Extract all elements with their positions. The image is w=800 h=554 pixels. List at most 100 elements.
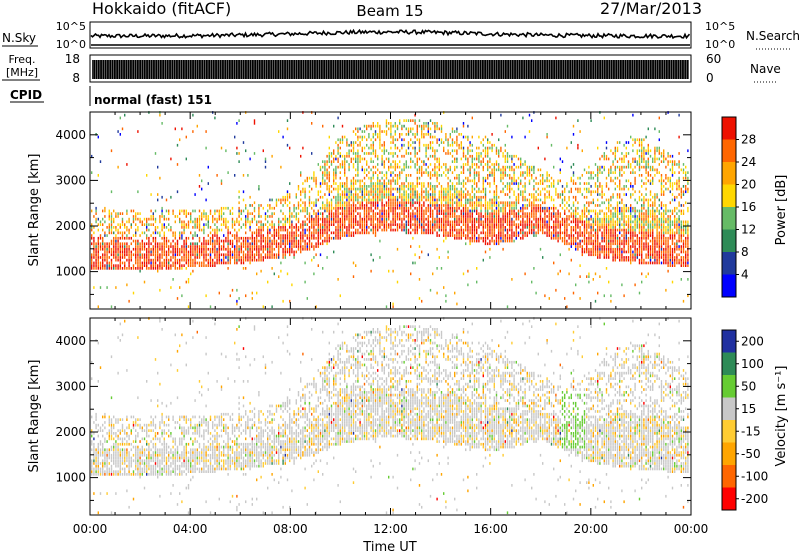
power-cell (260, 242, 262, 246)
power-cell (572, 182, 575, 185)
power-cell (330, 201, 333, 205)
power-cell (227, 258, 229, 262)
power-cell (344, 201, 346, 205)
power-cell (141, 267, 143, 270)
power-cell (170, 286, 172, 289)
power-cell (410, 226, 412, 229)
power-cell (258, 212, 260, 215)
power-cell (115, 267, 117, 270)
power-cell (392, 269, 394, 273)
power-cell (313, 174, 315, 177)
power-cell (421, 250, 423, 254)
power-cell (339, 231, 341, 235)
power-cell (577, 190, 579, 194)
power-cell (434, 226, 436, 229)
power-cell (267, 253, 269, 257)
power-cell (253, 258, 256, 262)
power-cell (258, 187, 260, 191)
power-cell (478, 174, 480, 177)
power-cell (315, 228, 317, 232)
power-cell (498, 239, 500, 243)
power-cell (454, 168, 456, 172)
power-cell (302, 220, 304, 224)
power-cell (491, 146, 493, 150)
power-cell (517, 198, 520, 202)
power-cell (410, 157, 412, 161)
power-cell (524, 163, 526, 166)
power-cell (451, 201, 454, 205)
power-cell (346, 190, 348, 194)
power-cell (366, 217, 368, 221)
power-cell (500, 174, 502, 177)
power-cell (533, 179, 535, 183)
power-cell (405, 201, 407, 205)
power-cell (471, 201, 473, 205)
power-cell (227, 247, 229, 251)
power-cell (366, 190, 368, 194)
power-cell (295, 223, 297, 226)
power-cell (570, 187, 572, 191)
power-cell (392, 171, 394, 174)
power-cell (425, 133, 427, 136)
power-cell (476, 152, 478, 155)
power-cell (522, 209, 524, 213)
power-cell (341, 185, 344, 188)
power-cell (407, 195, 410, 199)
power-cell (341, 228, 344, 232)
power-cell (333, 215, 335, 218)
power-cell (421, 165, 423, 169)
power-cell (432, 198, 434, 202)
power-cell (427, 220, 429, 224)
power-cell (304, 239, 306, 243)
power-cell (392, 187, 394, 191)
power-cell (121, 212, 124, 215)
power-cell (278, 226, 280, 229)
power-cell (203, 253, 205, 257)
power-cell (493, 217, 495, 221)
power-cell (267, 226, 269, 229)
power-cell (432, 201, 434, 205)
power-cell (575, 220, 577, 224)
power-cell (471, 149, 473, 153)
power-cell (522, 171, 524, 174)
power-cell (502, 234, 504, 237)
power-cell (460, 226, 462, 229)
power-cell (379, 130, 381, 133)
power-cell (434, 198, 436, 202)
power-cell (434, 190, 436, 194)
power-cell (183, 264, 185, 267)
power-cell (154, 152, 157, 155)
power-cell (553, 234, 555, 237)
power-cell (445, 231, 447, 235)
power-cell (423, 185, 425, 188)
power-cell (416, 182, 418, 185)
power-cell (445, 236, 447, 240)
power-cell (434, 135, 436, 139)
power-cell (212, 250, 214, 254)
power-cell (535, 190, 537, 194)
power-cell (528, 193, 531, 196)
power-cell (359, 160, 361, 163)
power-cell (117, 165, 119, 169)
power-cell (423, 220, 425, 224)
power-cell (352, 226, 355, 229)
power-cell (522, 223, 524, 226)
power-cell (231, 206, 234, 210)
power-cell (487, 176, 489, 180)
power-cell (126, 283, 128, 287)
power-cell (355, 228, 357, 232)
power-cell (489, 212, 491, 215)
power-cell (346, 217, 348, 221)
power-cell (247, 245, 249, 248)
power-cell (209, 242, 212, 246)
power-cell (432, 217, 434, 221)
power-cell (586, 220, 588, 224)
power-cell (295, 231, 297, 235)
power-cell (469, 204, 471, 207)
power-cell (216, 234, 218, 237)
power-cell (253, 236, 256, 240)
power-cell (542, 226, 544, 229)
power-cell (447, 190, 449, 194)
power-cell (308, 228, 311, 232)
power-cell (557, 195, 559, 199)
